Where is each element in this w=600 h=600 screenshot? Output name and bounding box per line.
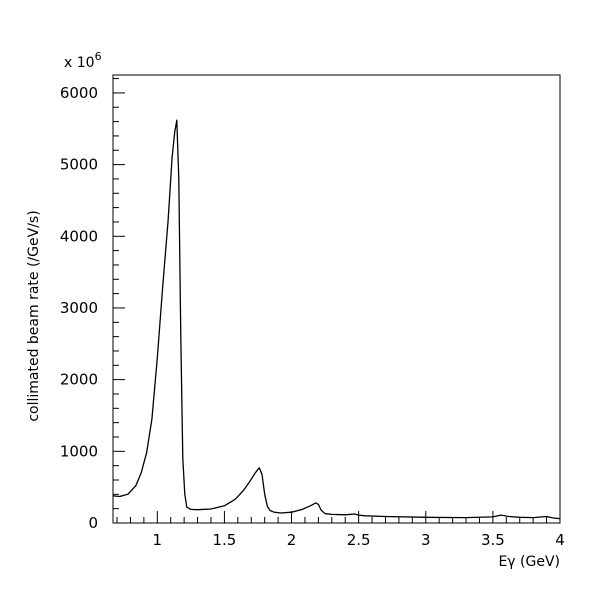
x-tick-label: 3 — [421, 531, 431, 549]
y-tick-label: 3000 — [60, 299, 98, 317]
y-multiplier-exponent: 6 — [95, 50, 102, 63]
y-axis-title: collimated beam rate (/GeV/s) — [26, 210, 42, 421]
x-tick-label: 1 — [153, 531, 163, 549]
y-tick-label: 2000 — [60, 371, 98, 389]
beam-rate-curve — [112, 119, 561, 520]
y-axis-ticks: 0 1000 2000 3000 4000 5000 6000 — [60, 78, 125, 532]
x-axis-ticks: 1 1.5 2 2.5 3 3.5 4 — [116, 511, 565, 549]
y-tick-label: 4000 — [60, 227, 98, 245]
y-tick-label: 0 — [88, 514, 98, 532]
x-tick-label: 2.5 — [347, 531, 371, 549]
x-axis-title: Eγ (GeV) — [498, 554, 560, 570]
x-tick-label: 1.5 — [212, 531, 236, 549]
y-multiplier: x 106 — [64, 50, 102, 71]
x-tick-label: 3.5 — [481, 531, 505, 549]
y-tick-label: 1000 — [60, 442, 98, 460]
plot-frame — [112, 74, 561, 524]
x-tick-label: 2 — [287, 531, 297, 549]
x-tick-label: 4 — [555, 531, 565, 549]
y-tick-label: 5000 — [60, 156, 98, 174]
y-tick-label: 6000 — [60, 84, 98, 102]
